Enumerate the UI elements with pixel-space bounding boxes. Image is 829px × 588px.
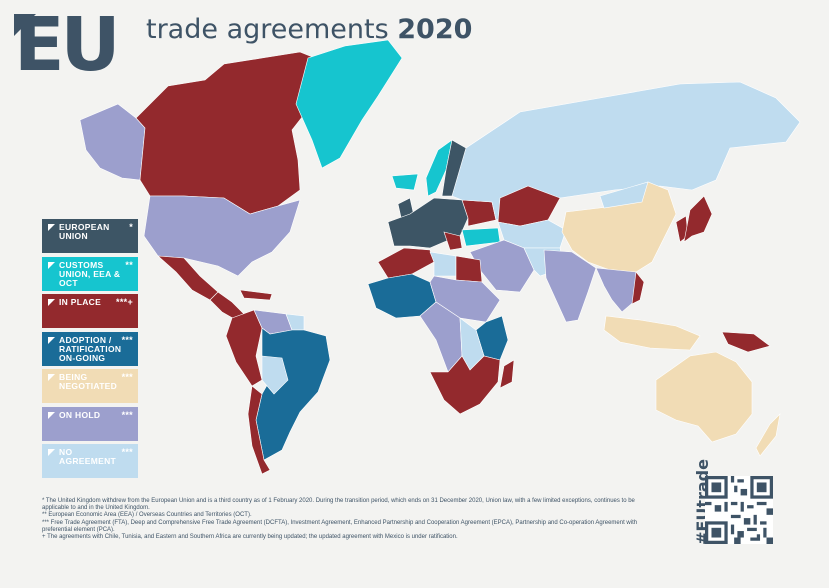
title-year: 2020 [397, 14, 473, 45]
legend-item-no-agreement: No Agreement *** [42, 444, 138, 478]
legend-footnote-mark: *** [121, 447, 133, 457]
legend-corner-icon [48, 411, 55, 419]
legend-item-in-place: In Place ***+ [42, 294, 138, 328]
region-maghreb [377, 247, 435, 279]
legend-label: Adoption / Ratification On-Going [59, 334, 122, 363]
legend-corner-icon [48, 261, 55, 269]
legend-label: Being Negotiated [59, 372, 118, 391]
region-chile [247, 385, 271, 475]
region-ukraine-belarus [461, 199, 497, 227]
region-mongolia [599, 181, 649, 209]
region-bolivia [261, 355, 289, 395]
footnote: * The United Kingdom withdrew from the E… [42, 498, 635, 512]
legend-footnote-mark: ***+ [116, 297, 133, 307]
legend-item-being-negotiated: Being Negotiated *** [42, 369, 138, 403]
legend-label: In Place [59, 297, 102, 307]
footnote: *** Free Trade Agreement (FTA), Deep and… [42, 519, 638, 533]
legend-item-european-union: European Union * [42, 219, 138, 253]
region-papua [721, 331, 771, 353]
region-middle-east [469, 239, 535, 293]
region-greenland [295, 39, 403, 169]
region-iceland [391, 173, 419, 191]
region-india [543, 249, 597, 323]
footnote: ** European Economic Area (EEA) / Overse… [42, 512, 252, 519]
legend-footnote-mark: *** [121, 409, 133, 420]
legend-corner-icon [48, 449, 55, 456]
legend-item-adoption: Adoption / Ratification On-Going *** [42, 331, 138, 366]
region-southeast-asia [595, 267, 637, 313]
qr-code-icon[interactable] [705, 476, 773, 544]
eu-logo-corner-icon [14, 14, 36, 36]
footnote: + The agreements with Chile, Tunisia, an… [42, 534, 458, 541]
region-canada [135, 51, 327, 215]
legend-footnote-mark: *** [121, 334, 133, 345]
eu-logo: EU [14, 2, 121, 88]
footnotes: * The United Kingdom withdrew from the E… [42, 498, 662, 541]
title-text: trade agreements [146, 14, 389, 45]
region-new-zealand [755, 413, 781, 457]
legend-item-on-hold: On Hold *** [42, 406, 138, 441]
legend-footnote-mark: *** [121, 372, 133, 382]
legend-corner-icon [48, 299, 55, 306]
region-australia [655, 351, 753, 443]
legend-label: On Hold [59, 409, 101, 420]
legend-corner-icon [48, 336, 55, 344]
region-indonesia [603, 315, 701, 351]
legend: European Union * Customs Union, EEA & OC… [42, 219, 138, 482]
region-japan [683, 195, 713, 243]
region-caribbean [239, 289, 273, 301]
legend-label: European Union [59, 222, 110, 241]
legend-label: No Agreement [59, 447, 117, 466]
region-madagascar [499, 359, 515, 389]
legend-corner-icon [48, 374, 55, 381]
region-egypt [455, 255, 483, 283]
region-colombia-peru-ecuador [225, 309, 263, 387]
legend-label: Customs Union, EEA & OCT [59, 259, 121, 288]
legend-footnote-mark: ** [125, 259, 133, 270]
region-libya [429, 251, 457, 277]
region-southern-africa [429, 355, 501, 415]
region-alaska [79, 103, 146, 181]
legend-footnote-mark: * [129, 222, 133, 232]
region-vietnam [631, 271, 645, 305]
legend-item-customs-union: Customs Union, EEA & OCT ** [42, 256, 138, 291]
region-brazil-mercosur [255, 327, 331, 461]
region-balkans [443, 231, 463, 251]
legend-corner-icon [48, 224, 55, 231]
page-title: trade agreements 2020 [146, 14, 472, 45]
